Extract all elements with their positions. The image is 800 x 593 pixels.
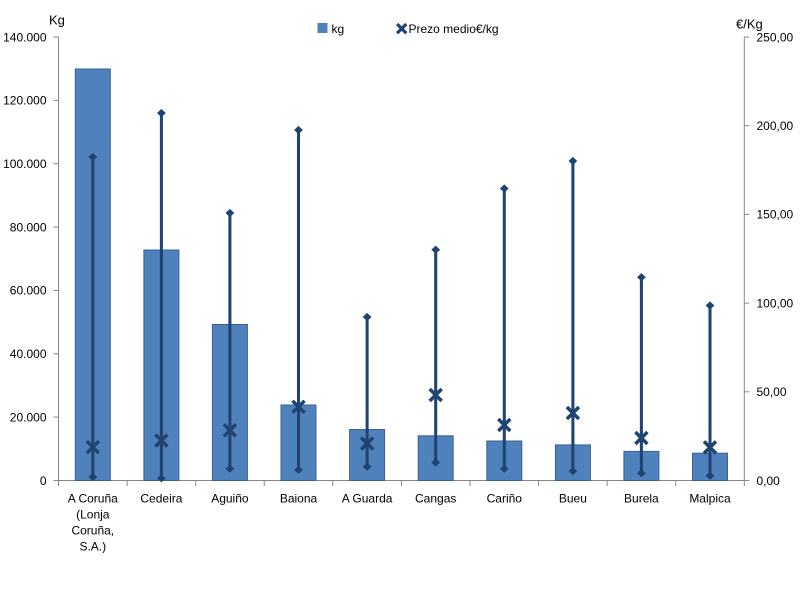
svg-text:20.000: 20.000 <box>10 410 47 424</box>
svg-text:(Lonja: (Lonja <box>76 508 110 522</box>
svg-text:€/Kg: €/Kg <box>736 17 763 32</box>
svg-text:Aguiño: Aguiño <box>211 492 249 506</box>
svg-text:40.000: 40.000 <box>10 347 47 361</box>
svg-text:Kg: Kg <box>49 13 65 28</box>
svg-text:80.000: 80.000 <box>10 220 47 234</box>
svg-text:kg: kg <box>332 22 345 36</box>
svg-text:0,00: 0,00 <box>757 474 781 488</box>
svg-text:S.A.): S.A.) <box>79 540 106 554</box>
svg-text:Coruña,: Coruña, <box>71 524 114 538</box>
svg-text:200,00: 200,00 <box>757 119 794 133</box>
svg-text:A Guarda: A Guarda <box>342 492 393 506</box>
svg-text:100,00: 100,00 <box>757 296 794 310</box>
svg-text:Prezo medio€/kg: Prezo medio€/kg <box>409 22 499 36</box>
svg-text:120.000: 120.000 <box>3 94 47 108</box>
svg-text:Burela: Burela <box>624 492 659 506</box>
svg-text:50,00: 50,00 <box>757 385 787 399</box>
svg-text:60.000: 60.000 <box>10 284 47 298</box>
svg-text:140.000: 140.000 <box>3 30 47 44</box>
svg-text:Malpica: Malpica <box>689 492 731 506</box>
svg-text:Bueu: Bueu <box>559 492 587 506</box>
svg-text:150,00: 150,00 <box>757 208 794 222</box>
svg-text:100.000: 100.000 <box>3 157 47 171</box>
svg-text:0: 0 <box>40 474 47 488</box>
svg-text:A Coruña: A Coruña <box>68 492 118 506</box>
svg-text:250,00: 250,00 <box>757 30 794 44</box>
svg-text:Baiona: Baiona <box>280 492 318 506</box>
svg-text:Cedeira: Cedeira <box>140 492 182 506</box>
svg-text:Cangas: Cangas <box>415 492 456 506</box>
svg-text:Cariño: Cariño <box>487 492 523 506</box>
